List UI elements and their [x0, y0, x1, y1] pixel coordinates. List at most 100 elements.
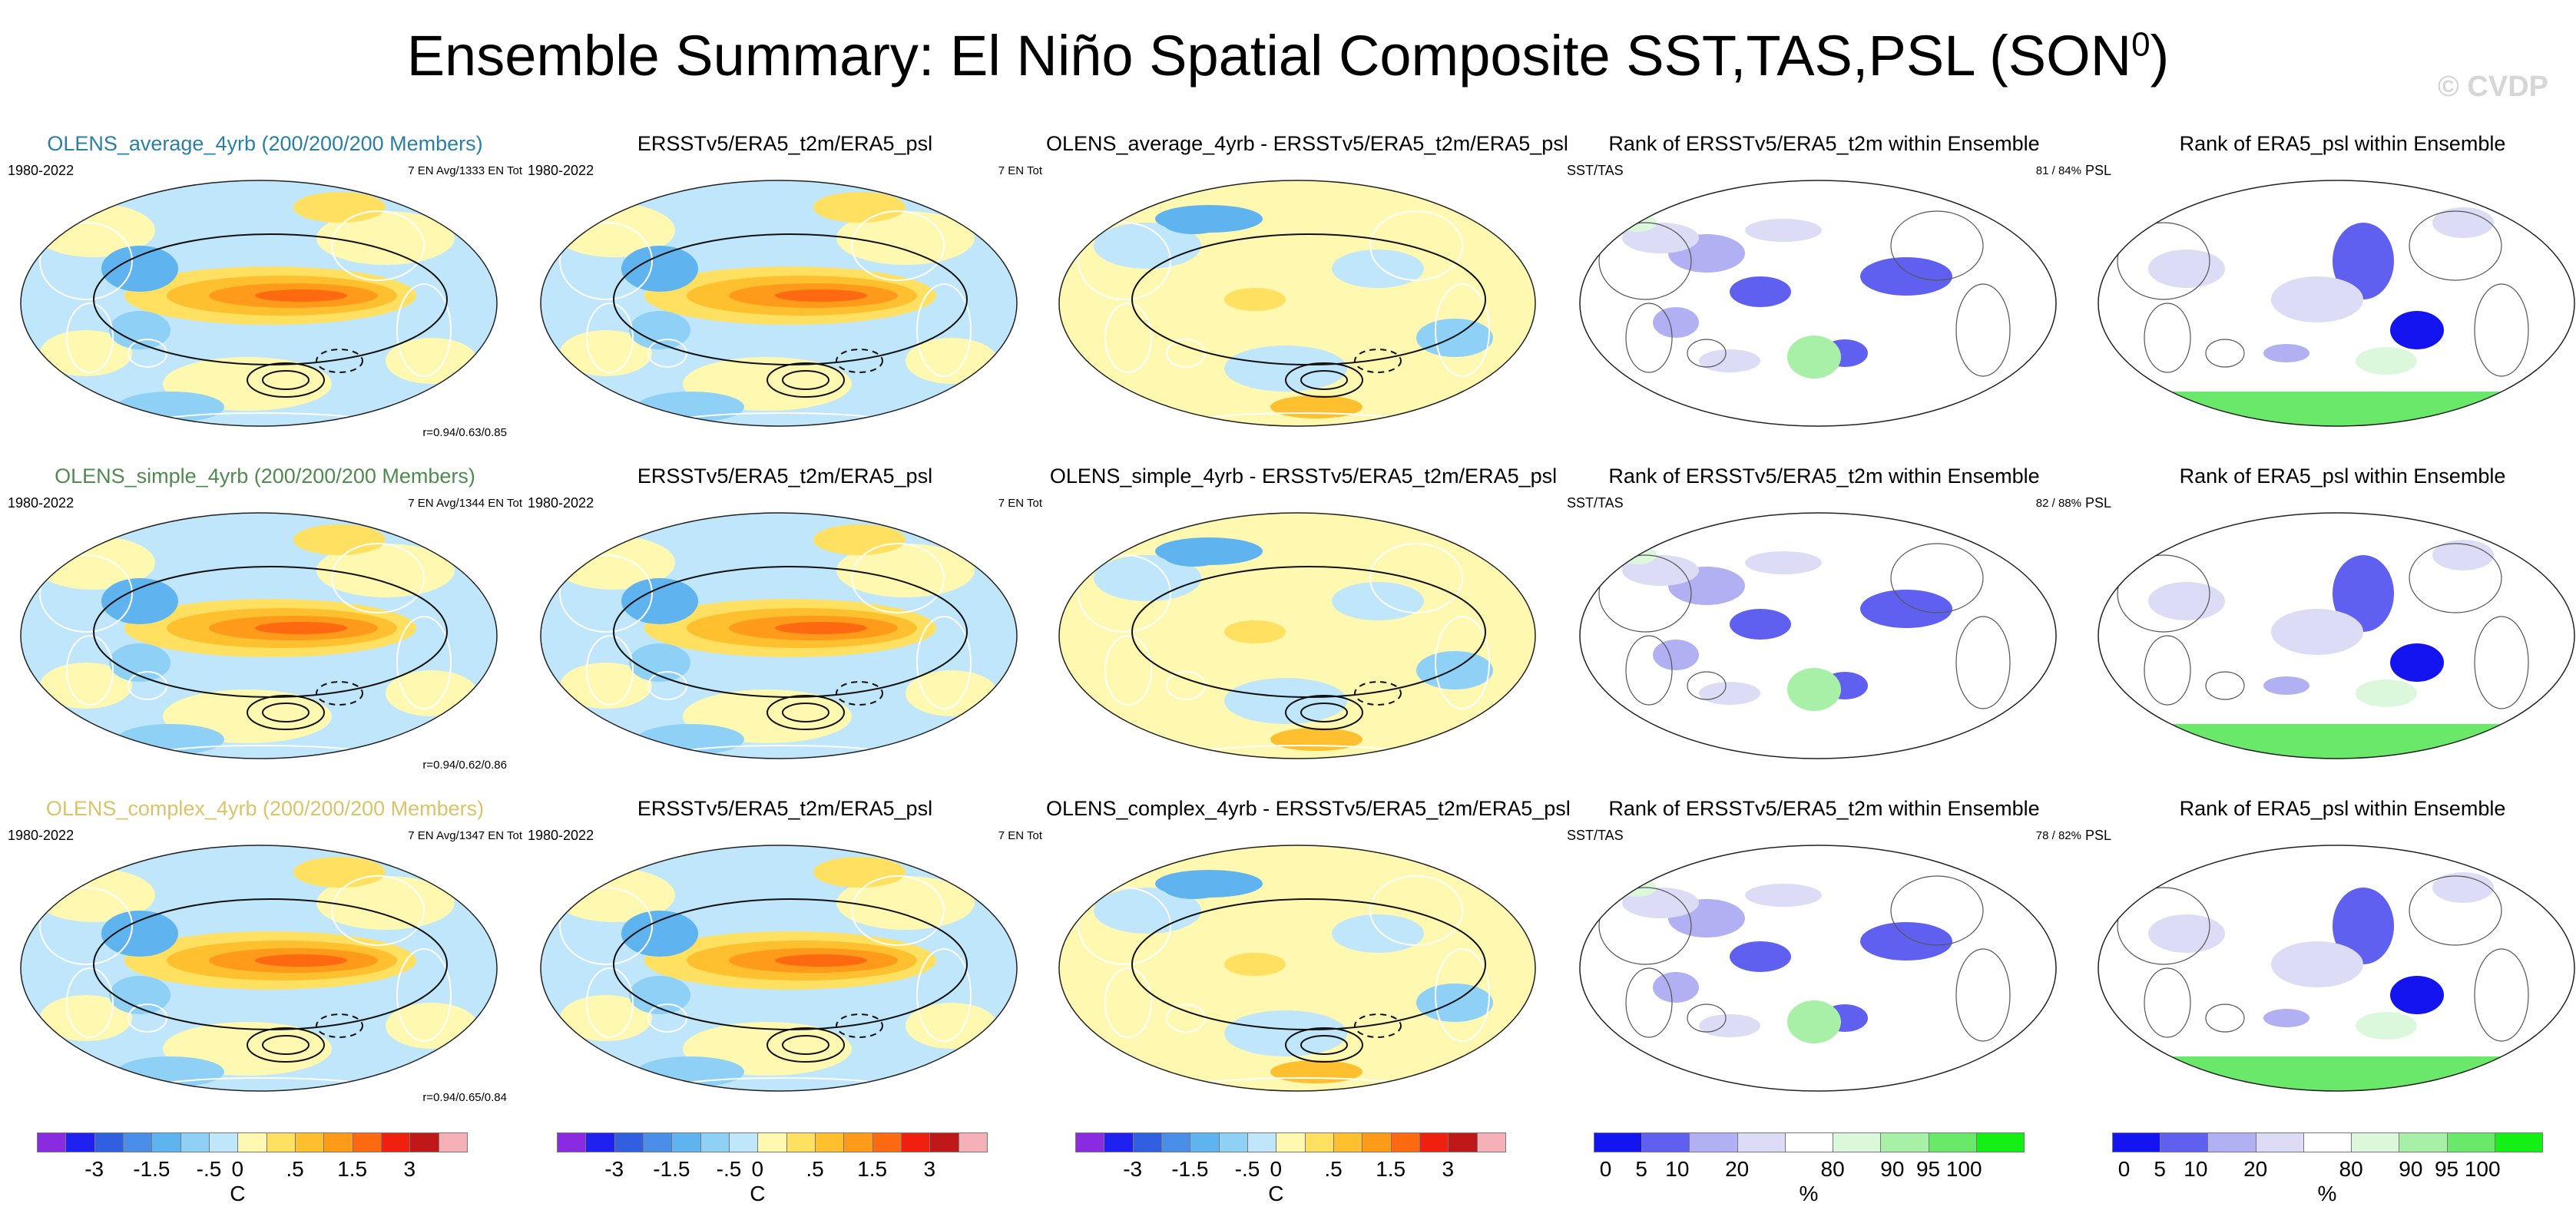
panel-count-label: 7 EN Tot — [998, 829, 1042, 842]
panel-period-label: PSL — [2085, 828, 2112, 843]
panel-title: OLENS_simple_4yrb (200/200/200 Members) — [55, 465, 475, 488]
colorbar-5: 0 5 10 20 80 90 95 100% — [2112, 1132, 2558, 1217]
panel-model-row3: OLENS_complex_4yrb (200/200/200 Members)… — [8, 795, 522, 1104]
colorbar-tick-label: 100 — [1945, 1157, 1982, 1181]
pattern-correlation-label: r=0.94/0.62/0.86 — [422, 759, 507, 772]
colorbar-tick-label: 80 — [2339, 1157, 2363, 1181]
colorbar-tick-label: -.5 — [716, 1157, 742, 1181]
robinson-map — [20, 512, 498, 759]
colorbar-swatch — [151, 1132, 181, 1152]
colorbar-swatch — [1833, 1132, 1882, 1152]
colorbar-swatch — [1104, 1132, 1134, 1152]
colorbar-tick-label: 1.5 — [1376, 1157, 1406, 1181]
panel-count-label: 82 / 88% — [2035, 497, 2081, 510]
panel-title: OLENS_complex_4yrb - ERSSTv5/ERA5_t2m/ER… — [1046, 797, 1571, 820]
colorbar-tick-label: 1.5 — [337, 1157, 368, 1181]
panel-period-label: SST/TAS — [1567, 828, 1624, 843]
panel-rank-psl-row3: Rank of ERA5_psl within EnsemblePSL77% — [2085, 795, 2576, 1103]
panel-title: OLENS_average_4yrb - ERSSTv5/ERA5_t2m/ER… — [1046, 132, 1568, 155]
colorbar-tick-label: 3 — [1442, 1157, 1455, 1181]
colorbar-swatch — [2207, 1132, 2256, 1152]
colorbar-swatch — [381, 1132, 411, 1152]
colorbar-swatch — [438, 1132, 468, 1152]
panel-title: OLENS_complex_4yrb (200/200/200 Members) — [45, 797, 485, 820]
panel-title: Rank of ERSSTv5/ERA5_t2m within Ensemble — [1608, 132, 2040, 155]
panel-count-label: 7 EN Avg/1347 EN Tot — [408, 829, 522, 842]
colorbar-swatch — [1928, 1132, 1977, 1152]
panel-period-label: 1980-2022 — [8, 163, 74, 178]
colorbar-tick-label: .5 — [1324, 1157, 1343, 1181]
panel-period-label: 1980-2022 — [8, 828, 74, 843]
robinson-map — [540, 845, 1018, 1092]
robinson-map — [540, 180, 1018, 427]
panel-period-label: 1980-2022 — [528, 828, 594, 843]
robinson-map — [1058, 845, 1536, 1092]
colorbar-tick-label: 20 — [2243, 1157, 2268, 1181]
colorbar-2: -3 -1.5 -.5 0 .5 1.5 3 C — [557, 1132, 1002, 1217]
panel-period-label: PSL — [2085, 163, 2112, 178]
colorbar-tick-label: -.5 — [196, 1157, 222, 1181]
colorbar-unit: % — [2317, 1182, 2337, 1205]
robinson-map — [2098, 512, 2575, 759]
colorbar-tick-label: 100 — [2464, 1157, 2501, 1181]
panel-obs-row2: ERSSTv5/ERA5_t2m/ERA5_psl 1980-2022 7 EN T… — [528, 463, 1042, 770]
colorbar-swatch — [557, 1132, 587, 1152]
colorbar-tick-label: 3 — [403, 1157, 416, 1181]
colorbar-3: -3 -1.5 -.5 0 .5 1.5 3 C — [1075, 1132, 1521, 1217]
panel-title: OLENS_simple_4yrb - ERSSTv5/ERA5_t2m/ERA… — [1049, 465, 1558, 488]
robinson-map — [1579, 180, 2057, 427]
colorbar-swatch — [2494, 1132, 2543, 1152]
colorbar-tick-label: 5 — [2154, 1157, 2167, 1181]
colorbar-swatch — [2160, 1132, 2209, 1152]
colorbar-swatch — [901, 1132, 931, 1152]
colorbar-swatch — [786, 1132, 816, 1152]
colorbar-swatch — [209, 1132, 239, 1152]
robinson-map — [2098, 180, 2575, 427]
figure-title: Ensemble Summary: El Niño Spatial Compos… — [406, 24, 2170, 88]
colorbar-swatch — [409, 1132, 439, 1152]
panel-diff-row3: OLENS_complex_4yrb - ERSSTv5/ERA5_t2m/ER… — [1046, 795, 1571, 1103]
colorbar-tick-label: 0 — [1599, 1157, 1612, 1181]
colorbar-swatch — [2351, 1132, 2400, 1152]
colorbar-tick-label: 90 — [1880, 1157, 1905, 1181]
cvdp-watermark: © CVDP — [2437, 71, 2548, 103]
panel-period-label: SST/TAS — [1567, 163, 1624, 178]
panel-obs-row1: ERSSTv5/ERA5_t2m/ERA5_psl 1980-2022 7 EN T… — [528, 131, 1042, 438]
colorbar-tick-label: -3 — [84, 1157, 104, 1181]
colorbar-tick-label: 10 — [1665, 1157, 1690, 1181]
colorbar-swatch — [757, 1132, 787, 1152]
colorbar-tick-label: -3 — [1123, 1157, 1143, 1181]
colorbar-tick-label: 5 — [1635, 1157, 1648, 1181]
colorbar-tick-label: 10 — [2184, 1157, 2208, 1181]
panel-count-label: 7 EN Avg/1333 EN Tot — [408, 164, 522, 177]
colorbar-tick-label: -.5 — [1234, 1157, 1260, 1181]
robinson-map — [540, 512, 1018, 759]
colorbar-swatch — [1190, 1132, 1220, 1152]
panel-title: Rank of ERSSTv5/ERA5_t2m within Ensemble — [1608, 797, 2040, 820]
colorbar-swatch — [237, 1132, 267, 1152]
colorbar-swatch — [1476, 1132, 1506, 1152]
colorbar-swatch — [700, 1132, 730, 1152]
colorbar-tick-label: -1.5 — [133, 1157, 171, 1181]
colorbar-swatch — [1390, 1132, 1420, 1152]
colorbar-swatch — [1975, 1132, 2025, 1152]
panel-period-label: 1980-2022 — [528, 495, 594, 511]
colorbar-swatch — [37, 1132, 67, 1152]
colorbar-tick-label: 1.5 — [857, 1157, 888, 1181]
colorbar-swatch — [180, 1132, 210, 1152]
panel-title: Rank of ERA5_psl within Ensemble — [2179, 465, 2506, 488]
colorbar-swatch — [2112, 1132, 2161, 1152]
colorbar-swatch — [1333, 1132, 1363, 1152]
panel-title: ERSSTv5/ERA5_t2m/ERA5_psl — [637, 132, 933, 155]
panel-title: OLENS_average_4yrb (200/200/200 Members) — [47, 132, 483, 155]
panel-title: ERSSTv5/ERA5_t2m/ERA5_psl — [637, 797, 933, 820]
colorbar-tick-label: 90 — [2399, 1157, 2423, 1181]
colorbar-unit: C — [1268, 1182, 1284, 1205]
colorbar-swatch — [94, 1132, 124, 1152]
colorbar-tick-label: 95 — [2434, 1157, 2459, 1181]
robinson-map — [20, 180, 498, 427]
colorbar-swatch — [2303, 1132, 2353, 1152]
panel-title: ERSSTv5/ERA5_t2m/ERA5_psl — [637, 465, 933, 488]
colorbar-swatch — [352, 1132, 382, 1152]
colorbar-swatch — [1247, 1132, 1277, 1152]
